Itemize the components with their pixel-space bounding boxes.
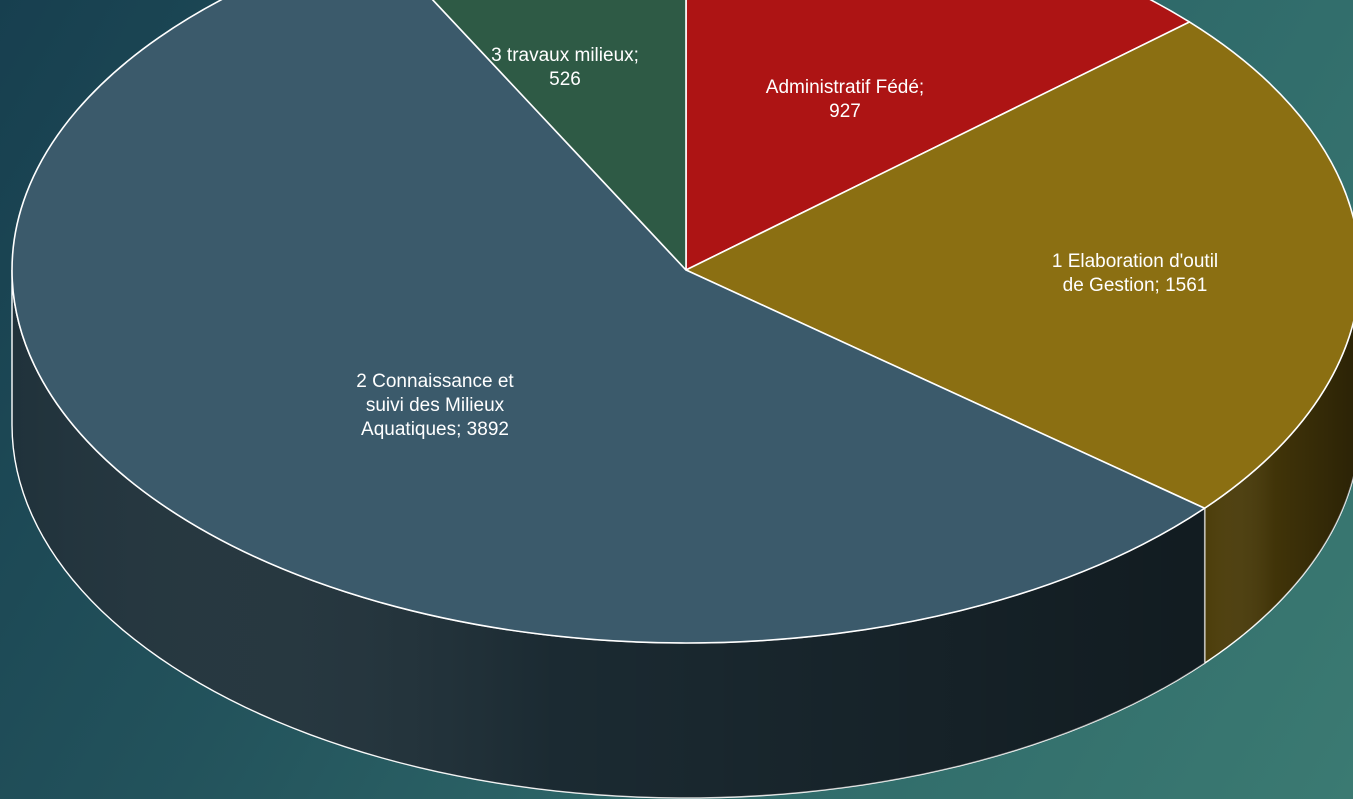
slice-label-administratif: Administratif Fédé; 927 (765, 77, 925, 122)
pie-side-shade-connaissance-milieux (12, 270, 1205, 798)
slice-label-connaissance-milieux: 2 Connaissance et suivi des Milieux Aqua… (356, 371, 514, 440)
slice-label-travaux-milieux: 3 travaux milieux; 526 (491, 45, 639, 90)
pie-slice-connaissance-milieux (11, 0, 1206, 644)
pie-tops (11, 0, 1353, 644)
pie-slice-elaboration-outil-gestion (685, 21, 1353, 510)
pie-sides (11, 269, 1353, 799)
pie-slice-travaux-milieux (431, 0, 687, 271)
pie-side-shade-elaboration-outil-gestion (1204, 323, 1353, 664)
slice-label-elaboration-outil-gestion: 1 Elaboration d'outil de Gestion; 1561 (1051, 251, 1219, 296)
pie-slice-administratif (685, 0, 1191, 271)
